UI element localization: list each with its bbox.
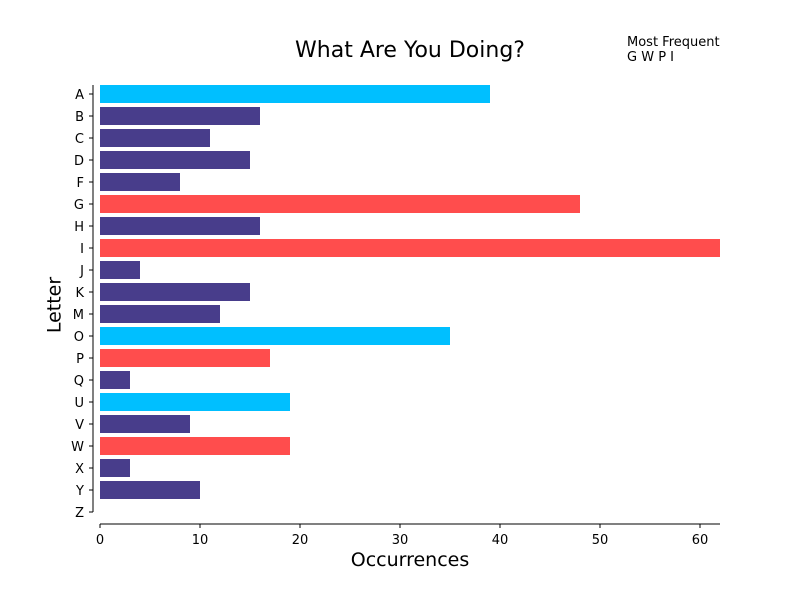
y-tick-label-a: A	[75, 88, 84, 103]
x-tick-label-0: 0	[96, 533, 104, 548]
x-axis-label: Occurrences	[350, 549, 470, 571]
y-tick-label-g: G	[74, 198, 84, 213]
annotation-letters: G W P I	[627, 50, 674, 65]
y-tick-label-m: M	[73, 308, 84, 323]
x-tick-label-30: 30	[392, 533, 409, 548]
y-axis-label: Letter	[43, 276, 66, 334]
y-tick-label-x: X	[75, 462, 84, 477]
most-frequent-annotation: Most Frequent G W P I	[627, 35, 720, 65]
bar-f	[100, 173, 180, 191]
bar-h	[100, 217, 260, 235]
x-tick-label-50: 50	[592, 533, 609, 548]
y-tick-label-w: W	[71, 440, 84, 455]
y-tick-label-c: C	[75, 132, 84, 147]
y-tick-label-o: O	[74, 330, 84, 345]
bar-u	[100, 393, 290, 411]
y-tick-label-b: B	[75, 110, 84, 125]
annotation-heading: Most Frequent	[627, 35, 720, 50]
bar-m	[100, 305, 220, 323]
y-tick-label-d: D	[74, 154, 84, 169]
y-tick-label-j: J	[79, 264, 84, 279]
bar-a	[100, 85, 490, 103]
bar-p	[100, 349, 270, 367]
bar-v	[100, 415, 190, 433]
y-tick-label-q: Q	[74, 374, 84, 389]
bar-y	[100, 481, 200, 499]
bar-c	[100, 129, 210, 147]
y-tick-label-y: Y	[75, 484, 84, 499]
bar-o	[100, 327, 450, 345]
bar-b	[100, 107, 260, 125]
bar-w	[100, 437, 290, 455]
x-tick-label-20: 20	[292, 533, 309, 548]
x-tick-label-40: 40	[492, 533, 509, 548]
x-tick-label-60: 60	[692, 533, 709, 548]
bar-d	[100, 151, 250, 169]
y-tick-label-h: H	[74, 220, 84, 235]
bar-q	[100, 371, 130, 389]
bar-i	[100, 239, 720, 257]
bar-x	[100, 459, 130, 477]
y-tick-label-z: Z	[75, 506, 84, 521]
y-tick-label-i: I	[80, 242, 84, 257]
y-tick-label-k: K	[75, 286, 84, 301]
bar-g	[100, 195, 580, 213]
chart-title: What Are You Doing?	[295, 38, 525, 63]
bar-j	[100, 261, 140, 279]
y-tick-label-u: U	[74, 396, 84, 411]
y-tick-label-f: F	[77, 176, 84, 191]
x-tick-label-10: 10	[192, 533, 209, 548]
y-tick-label-v: V	[75, 418, 84, 433]
y-tick-label-p: P	[76, 352, 84, 367]
bar-k	[100, 283, 250, 301]
